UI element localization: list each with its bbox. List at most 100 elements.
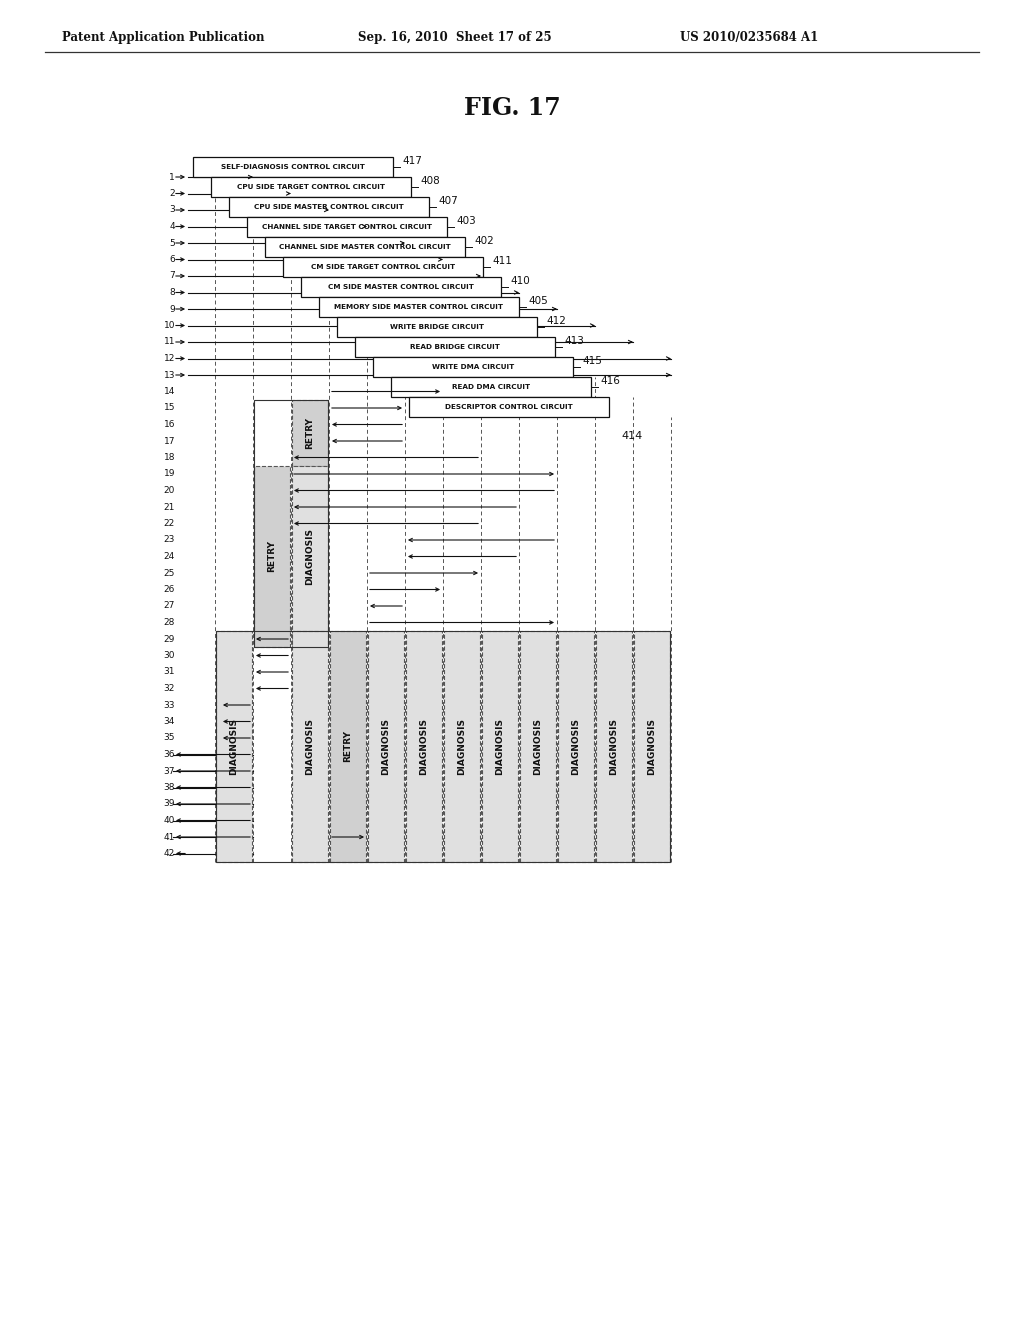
- Text: 37: 37: [164, 767, 175, 776]
- Text: CM SIDE MASTER CONTROL CIRCUIT: CM SIDE MASTER CONTROL CIRCUIT: [328, 284, 474, 290]
- Text: CPU SIDE TARGET CONTROL CIRCUIT: CPU SIDE TARGET CONTROL CIRCUIT: [237, 183, 385, 190]
- Text: 35: 35: [164, 734, 175, 742]
- Text: 4: 4: [169, 222, 175, 231]
- Text: 6: 6: [169, 255, 175, 264]
- Text: CM SIDE TARGET CONTROL CIRCUIT: CM SIDE TARGET CONTROL CIRCUIT: [311, 264, 455, 271]
- Text: 2: 2: [169, 189, 175, 198]
- Text: 10: 10: [164, 321, 175, 330]
- Text: 17: 17: [164, 437, 175, 446]
- Text: DIAGNOSIS: DIAGNOSIS: [647, 718, 656, 775]
- Text: 414: 414: [621, 432, 642, 441]
- Text: 19: 19: [164, 470, 175, 479]
- Bar: [292, 466, 328, 647]
- Text: 30: 30: [164, 651, 175, 660]
- Text: 408: 408: [420, 176, 439, 186]
- Text: 14: 14: [164, 387, 175, 396]
- Text: CHANNEL SIDE MASTER CONTROL CIRCUIT: CHANNEL SIDE MASTER CONTROL CIRCUIT: [280, 244, 451, 249]
- Text: 13: 13: [164, 371, 175, 380]
- Text: 12: 12: [164, 354, 175, 363]
- Bar: [373, 356, 573, 378]
- Text: 26: 26: [164, 585, 175, 594]
- Bar: [229, 197, 429, 216]
- Text: DIAGNOSIS: DIAGNOSIS: [382, 718, 390, 775]
- Text: Patent Application Publication: Patent Application Publication: [62, 30, 264, 44]
- Text: DIAGNOSIS: DIAGNOSIS: [305, 718, 314, 775]
- Text: 402: 402: [474, 236, 494, 246]
- Text: DIAGNOSIS: DIAGNOSIS: [534, 718, 543, 775]
- Text: US 2010/0235684 A1: US 2010/0235684 A1: [680, 30, 818, 44]
- Text: 38: 38: [164, 783, 175, 792]
- Text: 5: 5: [169, 239, 175, 248]
- Text: DIAGNOSIS: DIAGNOSIS: [571, 718, 581, 775]
- Text: 416: 416: [600, 376, 620, 385]
- Text: Sep. 16, 2010  Sheet 17 of 25: Sep. 16, 2010 Sheet 17 of 25: [358, 30, 552, 44]
- Bar: [247, 216, 447, 238]
- Bar: [409, 397, 609, 417]
- Text: 39: 39: [164, 800, 175, 808]
- Bar: [634, 631, 670, 862]
- Bar: [193, 157, 393, 177]
- Bar: [355, 337, 555, 356]
- Text: DIAGNOSIS: DIAGNOSIS: [496, 718, 505, 775]
- Text: 24: 24: [164, 552, 175, 561]
- Bar: [216, 631, 670, 862]
- Text: 27: 27: [164, 602, 175, 610]
- Text: 15: 15: [164, 404, 175, 412]
- Bar: [482, 631, 518, 862]
- Text: 40: 40: [164, 816, 175, 825]
- Text: 417: 417: [402, 156, 422, 166]
- Text: 7: 7: [169, 272, 175, 281]
- Text: RETRY: RETRY: [267, 540, 276, 573]
- Bar: [265, 238, 465, 257]
- Text: CHANNEL SIDE TARGET CONTROL CIRCUIT: CHANNEL SIDE TARGET CONTROL CIRCUIT: [262, 224, 432, 230]
- Bar: [211, 177, 411, 197]
- Text: DESCRIPTOR CONTROL CIRCUIT: DESCRIPTOR CONTROL CIRCUIT: [445, 404, 572, 411]
- Bar: [406, 631, 442, 862]
- Bar: [391, 378, 591, 397]
- Bar: [558, 631, 594, 862]
- Text: DIAGNOSIS: DIAGNOSIS: [229, 718, 239, 775]
- Bar: [330, 631, 366, 862]
- Text: 407: 407: [438, 195, 458, 206]
- Text: 36: 36: [164, 750, 175, 759]
- Text: 22: 22: [164, 519, 175, 528]
- Text: 20: 20: [164, 486, 175, 495]
- Text: 21: 21: [164, 503, 175, 511]
- Text: 25: 25: [164, 569, 175, 578]
- Text: 29: 29: [164, 635, 175, 644]
- Bar: [283, 257, 483, 277]
- Text: 8: 8: [169, 288, 175, 297]
- Text: DIAGNOSIS: DIAGNOSIS: [458, 718, 467, 775]
- Text: 34: 34: [164, 717, 175, 726]
- Bar: [337, 317, 537, 337]
- Text: 33: 33: [164, 701, 175, 710]
- Bar: [596, 631, 632, 862]
- Text: SELF-DIAGNOSIS CONTROL CIRCUIT: SELF-DIAGNOSIS CONTROL CIRCUIT: [221, 164, 365, 170]
- Bar: [254, 466, 290, 647]
- Text: READ BRIDGE CIRCUIT: READ BRIDGE CIRCUIT: [410, 345, 500, 350]
- Text: WRITE DMA CIRCUIT: WRITE DMA CIRCUIT: [432, 364, 514, 370]
- Text: 410: 410: [510, 276, 529, 286]
- Text: READ DMA CIRCUIT: READ DMA CIRCUIT: [452, 384, 530, 389]
- Text: RETRY: RETRY: [305, 417, 314, 449]
- Text: 28: 28: [164, 618, 175, 627]
- Bar: [292, 400, 328, 466]
- Text: 411: 411: [492, 256, 512, 267]
- Text: 32: 32: [164, 684, 175, 693]
- Text: 41: 41: [164, 833, 175, 842]
- Text: 415: 415: [582, 356, 602, 366]
- Text: 3: 3: [169, 206, 175, 214]
- Text: 403: 403: [456, 216, 476, 226]
- Text: 405: 405: [528, 296, 548, 306]
- Text: 18: 18: [164, 453, 175, 462]
- Text: 413: 413: [564, 337, 584, 346]
- Text: DIAGNOSIS: DIAGNOSIS: [609, 718, 618, 775]
- Text: 1: 1: [169, 173, 175, 181]
- Bar: [368, 631, 404, 862]
- Text: DIAGNOSIS: DIAGNOSIS: [305, 528, 314, 585]
- Text: 16: 16: [164, 420, 175, 429]
- Bar: [301, 277, 501, 297]
- Text: 9: 9: [169, 305, 175, 314]
- Text: FIG. 17: FIG. 17: [464, 96, 560, 120]
- Bar: [444, 631, 480, 862]
